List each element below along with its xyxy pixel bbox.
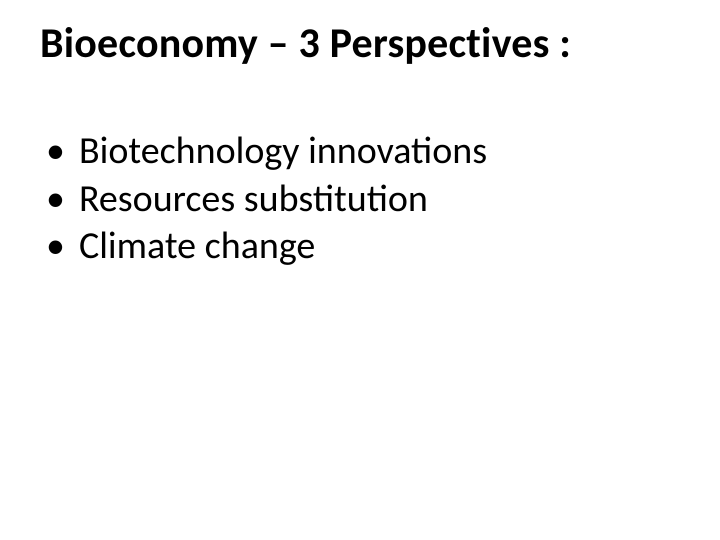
slide-title: Bioeconomy – 3 Perspectives : — [40, 20, 680, 68]
bullet-icon: • — [46, 223, 65, 271]
bullet-list: • Biotechnology innovations • Resources … — [40, 128, 680, 271]
list-item: • Biotechnology innovations — [44, 128, 680, 176]
bullet-icon: • — [46, 128, 65, 176]
bullet-text: Biotechnology innovations — [79, 128, 487, 176]
list-item: • Resources substitution — [44, 176, 680, 224]
slide: Bioeconomy – 3 Perspectives : • Biotechn… — [0, 0, 720, 540]
bullet-icon: • — [46, 176, 65, 224]
list-item: • Climate change — [44, 223, 680, 271]
bullet-text: Resources substitution — [79, 176, 428, 224]
bullet-text: Climate change — [79, 223, 315, 271]
